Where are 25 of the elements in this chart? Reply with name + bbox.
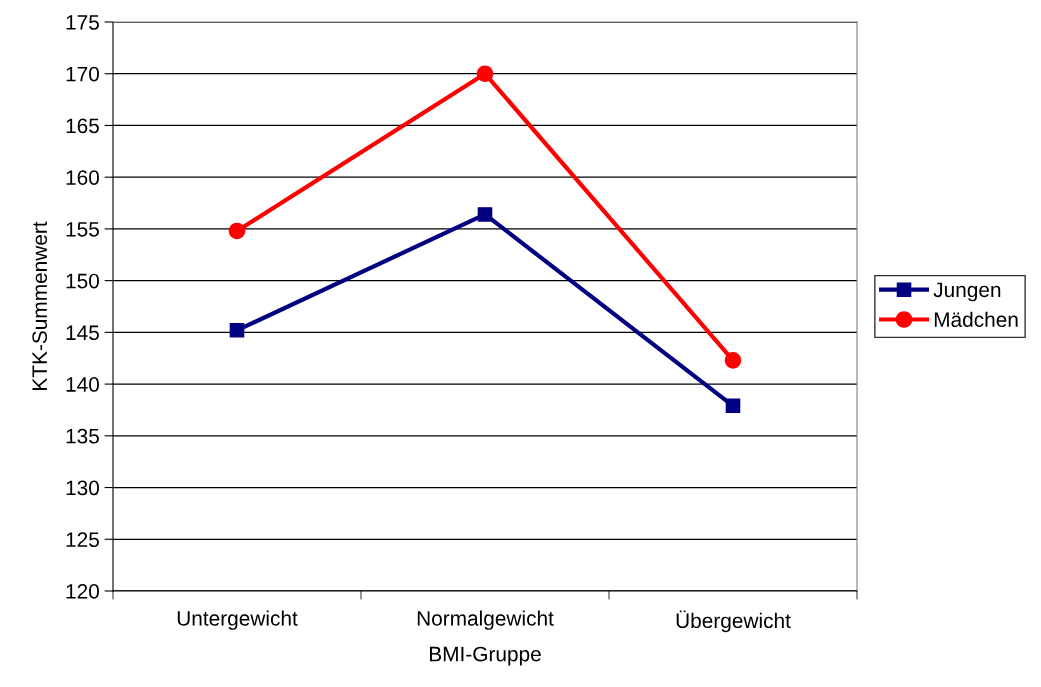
x-axis-title: BMI-Gruppe bbox=[429, 646, 541, 666]
x-tick-label: Übergewicht bbox=[676, 610, 791, 633]
y-tick-label: 140 bbox=[66, 377, 99, 392]
y-tick-label: 130 bbox=[66, 480, 99, 496]
y-tick-label: 125 bbox=[66, 532, 99, 548]
y-tick-label: 165 bbox=[66, 118, 99, 134]
y-axis-title: KTK-Summenwert bbox=[32, 221, 48, 390]
point bbox=[724, 351, 742, 369]
y-tick-label: 145 bbox=[66, 325, 99, 341]
legend-label: Jungen bbox=[933, 282, 1001, 302]
x-tick-label: Normalgewicht bbox=[417, 610, 554, 630]
legend-label: Mädchen bbox=[934, 311, 1018, 328]
y-tick-label: 135 bbox=[66, 428, 99, 444]
y-tick-label: 170 bbox=[66, 66, 99, 82]
y-tick-label: 160 bbox=[66, 170, 99, 185]
point bbox=[477, 207, 493, 222]
point bbox=[228, 222, 246, 240]
point bbox=[725, 398, 741, 414]
y-tick-label: 155 bbox=[66, 222, 99, 237]
y-tick-label: 120 bbox=[66, 584, 99, 599]
point bbox=[476, 65, 494, 83]
point bbox=[229, 323, 245, 338]
x-tick-label: Untergewicht bbox=[177, 610, 298, 630]
y-tick-label: 150 bbox=[66, 273, 99, 289]
y-tick-label: 175 bbox=[66, 15, 99, 30]
